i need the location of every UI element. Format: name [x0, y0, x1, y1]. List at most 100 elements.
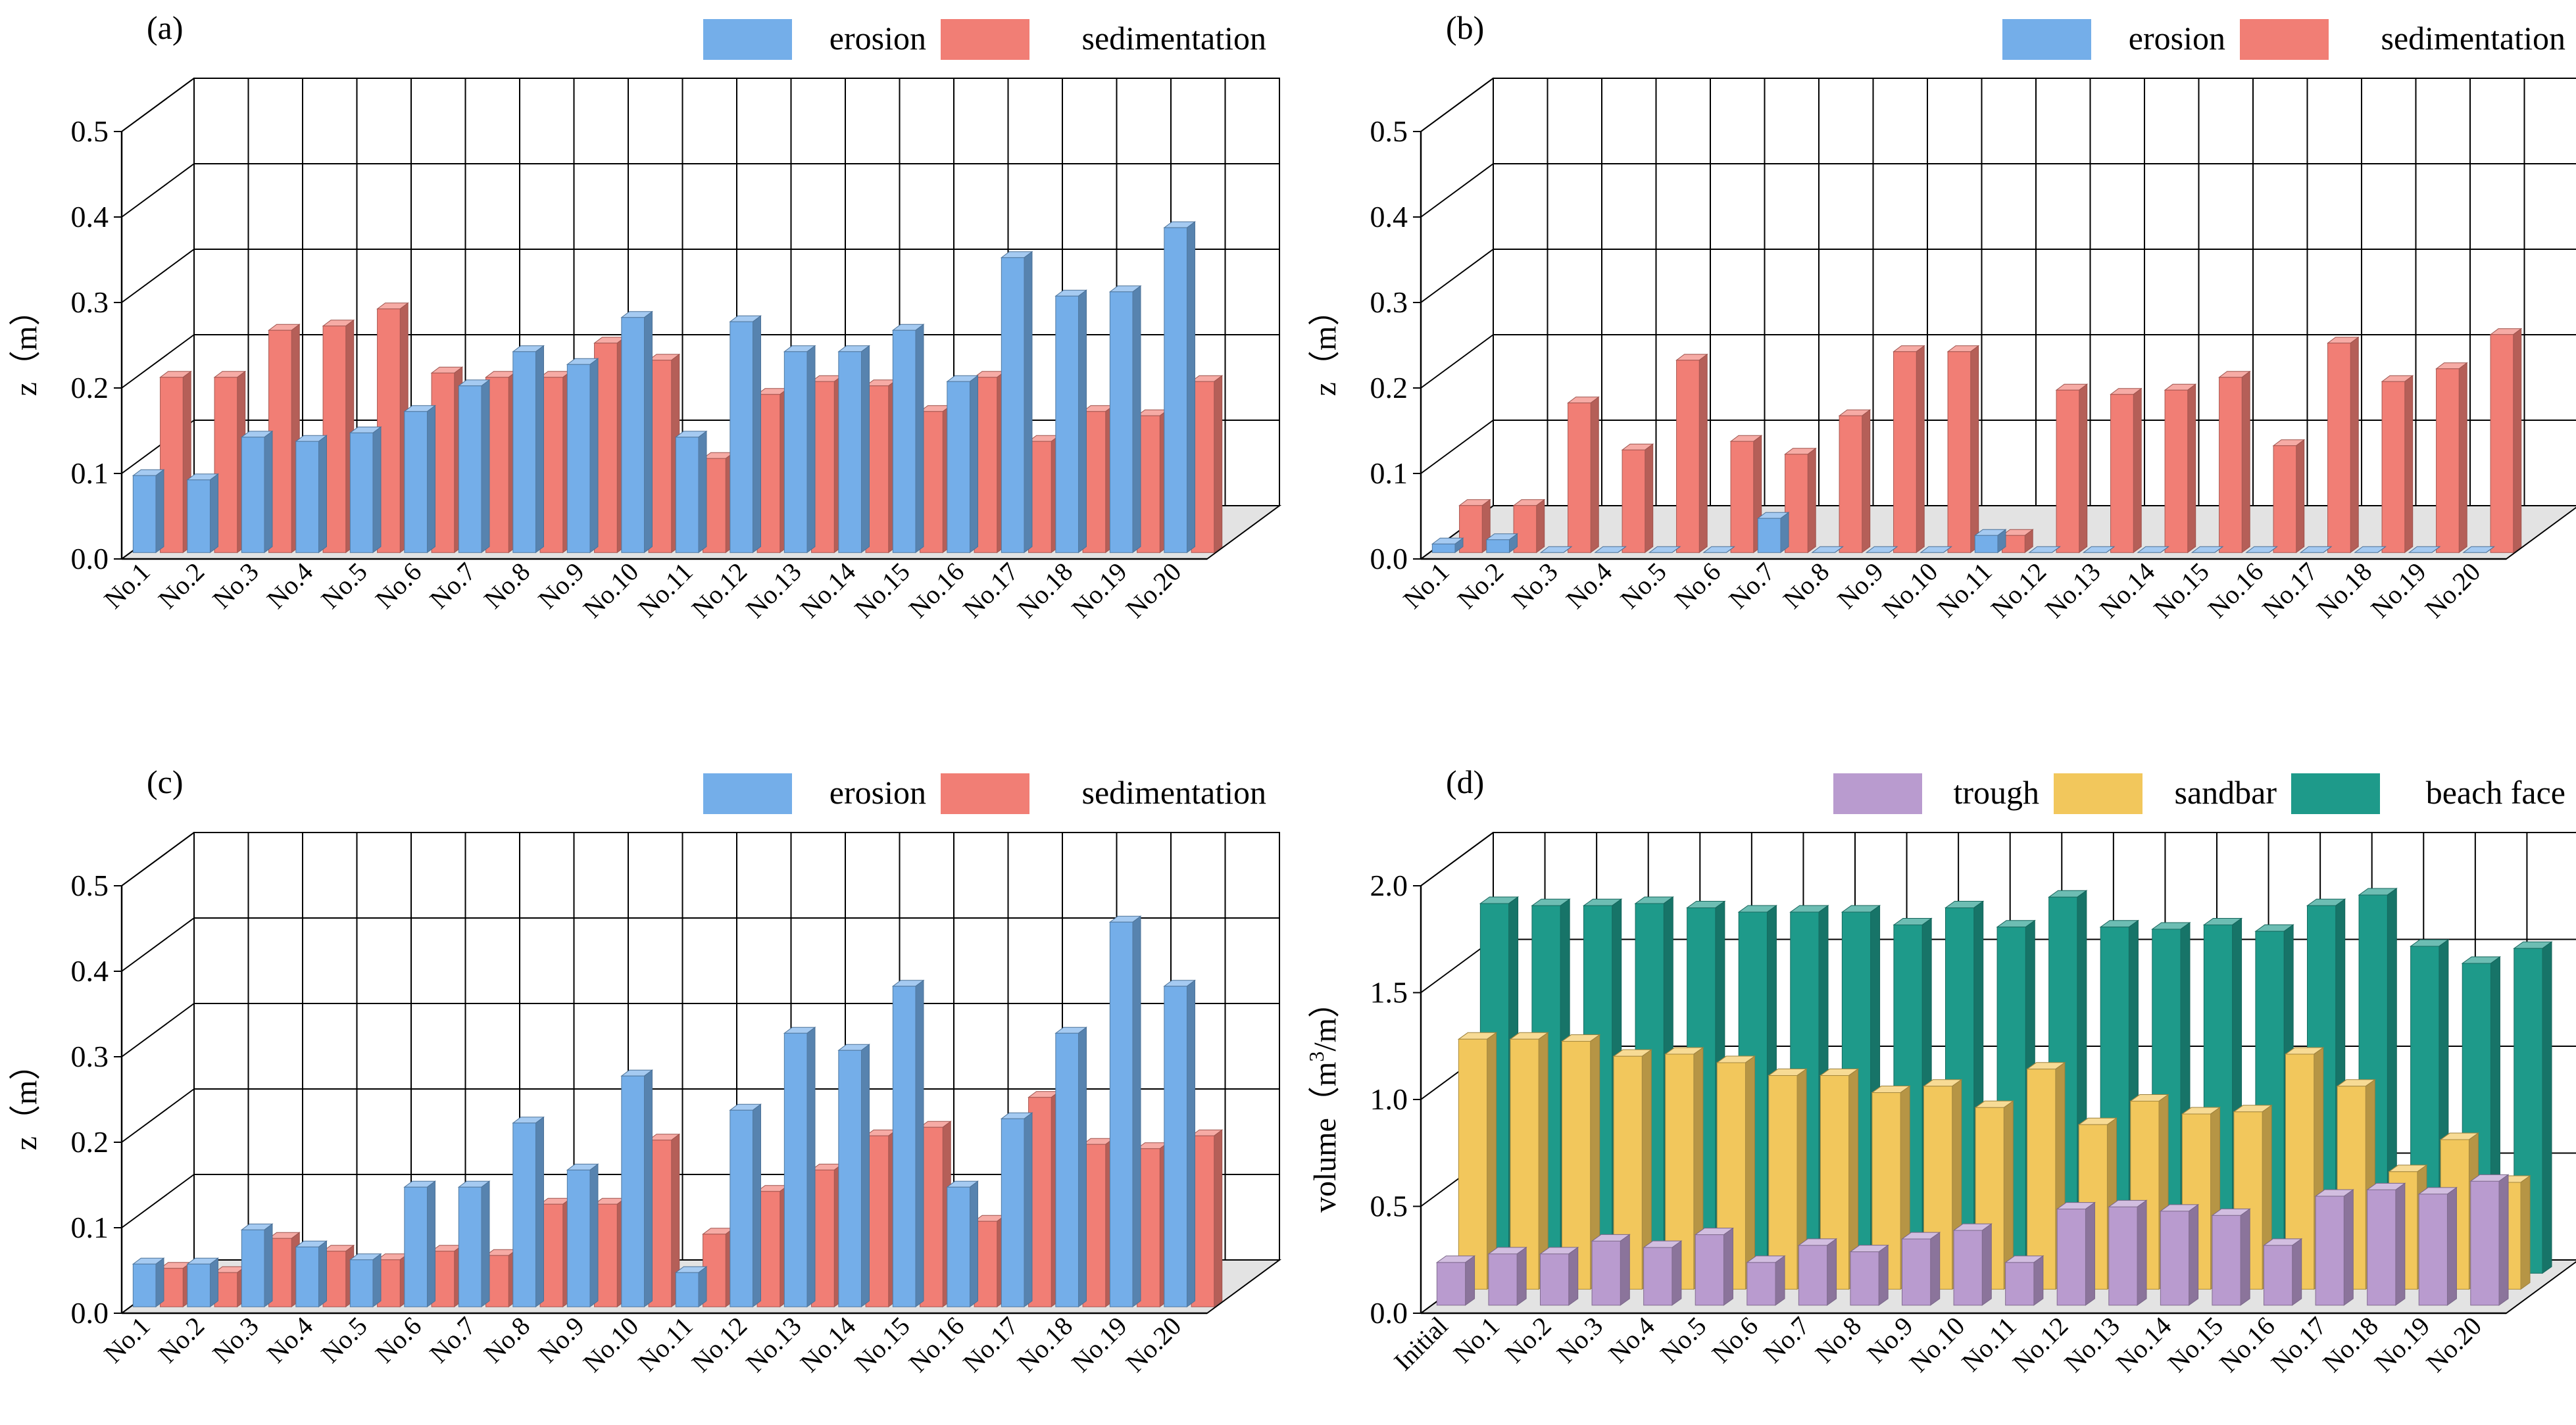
bar-side: [426, 1180, 435, 1308]
x-tick-label: No.16: [903, 557, 970, 624]
bar-side: [1780, 512, 1789, 554]
x-tick-label: No.13: [740, 1311, 807, 1378]
bar-erosion-No.10: [620, 1069, 653, 1308]
grid-side: [121, 1174, 195, 1228]
bar-front: [2470, 1180, 2500, 1306]
bar-sedimentation-No.18: [1081, 1138, 1115, 1308]
bar-front: [1591, 1240, 1621, 1306]
x-tick-label: No.18: [1011, 557, 1078, 624]
bar-side: [2269, 546, 2277, 553]
x-tick-label: No.10: [577, 557, 644, 624]
y-tick-label: 1.0: [1370, 1082, 1408, 1116]
bar-sedimentation-No.9: [1893, 345, 1925, 554]
bar-front: [132, 1263, 157, 1307]
x-tick-label: No.4: [1560, 557, 1618, 615]
bar-sedimentation-No.16: [973, 370, 1006, 554]
x-tick-label: No.2: [1499, 1311, 1557, 1369]
bar-front: [1001, 1118, 1025, 1307]
legend-label: sedimentation: [1082, 774, 1267, 811]
bar-front: [1488, 1253, 1518, 1306]
bar-side: [1930, 1232, 1941, 1306]
bar-erosion-No.2: [186, 1257, 219, 1308]
chart-panel-4: 0.00.51.01.52.0InitialNo.1No.2No.3No.4No…: [1304, 763, 2576, 1378]
bar-front: [2027, 1069, 2056, 1290]
y-tick-label: 0.4: [71, 200, 109, 233]
bar-side: [264, 430, 273, 554]
legend-swatch: [941, 773, 1029, 814]
bar-side: [2187, 383, 2196, 554]
x-tick-label: No.14: [2110, 1311, 2177, 1378]
bar-sedimentation-No.1: [159, 1261, 192, 1308]
bar-sedimentation-No.3: [268, 324, 301, 554]
panel-label: (b): [1446, 9, 1484, 46]
y-axis-top-edge: [1420, 78, 1494, 132]
bar-front: [1746, 1262, 1776, 1306]
bar-sedimentation-No.3: [1567, 396, 1600, 554]
bar-side: [2498, 1174, 2509, 1306]
bar-front: [621, 317, 645, 553]
bar-erosion-No.12: [729, 315, 762, 554]
bar-trough-No.7: [1797, 1238, 1838, 1306]
bar-side: [2486, 546, 2494, 553]
bar-side: [1775, 1255, 1785, 1306]
x-tick-label: No.16: [903, 1311, 970, 1378]
bar-sedimentation-No.11: [702, 452, 735, 554]
x-tick-label: No.13: [2058, 1311, 2125, 1378]
bar-side: [1827, 1238, 1837, 1306]
bar-side: [2085, 1201, 2095, 1306]
x-tick-label: No.2: [153, 557, 211, 615]
bar-sedimentation-No.13: [810, 375, 843, 554]
bar-front: [783, 1032, 808, 1307]
bar-front: [1953, 1230, 1983, 1306]
bar-trough-No.10: [1952, 1223, 1993, 1306]
bar-side: [1862, 409, 1871, 554]
x-tick-label: No.17: [957, 557, 1024, 624]
x-tick-label: No.6: [370, 1311, 428, 1369]
bar-erosion-No.19: [2408, 546, 2441, 553]
x-tick-label: No.5: [1614, 557, 1672, 615]
x-tick-label: No.14: [794, 557, 861, 624]
bar-erosion-No.14: [2137, 546, 2169, 553]
bar-side: [1835, 546, 1843, 553]
bar-erosion-No.9: [566, 358, 599, 554]
bar-front: [1001, 257, 1025, 553]
bar-front: [1109, 291, 1133, 553]
x-tick-label: No.19: [1066, 557, 1133, 624]
x-tick-label: No.3: [207, 557, 264, 615]
bar-side: [318, 435, 327, 554]
bar-erosion-No.2: [1485, 533, 1518, 554]
bar-erosion-No.7: [457, 379, 491, 554]
bar-side: [1186, 979, 1195, 1308]
grid-side: [121, 163, 195, 218]
bar-side: [2240, 1208, 2250, 1306]
bar-sedimentation-No.12: [756, 387, 789, 554]
bar-trough-No.12: [2056, 1201, 2096, 1306]
bar-sedimentation-No.13: [2110, 387, 2143, 554]
bar-erosion-No.6: [403, 1180, 436, 1308]
bar-front: [1436, 1262, 1466, 1306]
bar-side: [2189, 1203, 2199, 1306]
y-tick-label: 0.1: [71, 456, 109, 490]
bar-sedimentation-No.6: [430, 366, 464, 554]
bar-side: [806, 1026, 816, 1308]
bar-sedimentation-No.9: [593, 336, 626, 554]
x-tick-label: No.3: [1551, 1311, 1609, 1369]
x-tick-label: No.3: [207, 1311, 264, 1369]
bar-trough-No.8: [1849, 1244, 1889, 1306]
bar-front: [730, 1109, 753, 1307]
bar-front: [838, 1050, 862, 1307]
y-tick-label: 0.3: [71, 285, 109, 319]
bar-erosion-No.3: [240, 1223, 274, 1308]
bar-front: [2264, 1245, 2293, 1306]
x-tick-label: No.8: [1810, 1311, 1868, 1369]
bar-sedimentation-No.13: [810, 1163, 843, 1308]
bar-side: [1726, 546, 1735, 553]
x-tick-label: No.17: [2266, 1311, 2333, 1378]
bar-sedimentation-No.19: [1136, 409, 1169, 554]
y-label-tail: /m）: [1308, 986, 1343, 1051]
bar-sedimentation-No.8: [1838, 409, 1871, 554]
bar-front: [2108, 1206, 2138, 1306]
bar-erosion-No.16: [946, 375, 979, 554]
panel-label: (a): [147, 9, 184, 46]
x-tick-label: No.11: [632, 557, 699, 623]
